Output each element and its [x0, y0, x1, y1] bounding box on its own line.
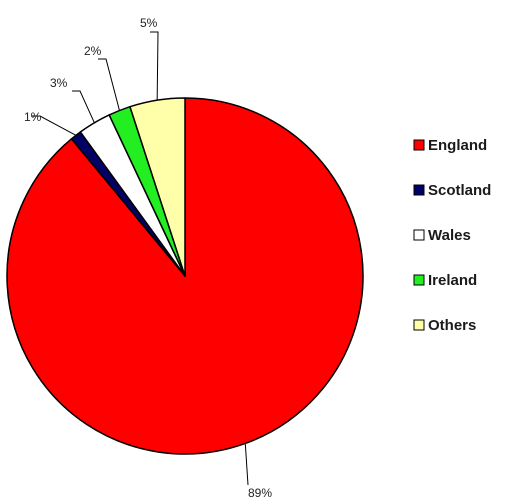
leader-line-scotland	[32, 115, 77, 136]
pie-slices	[6, 97, 364, 455]
legend: England Scotland Wales Ireland Others	[413, 137, 491, 334]
data-labels: 89% 1% 3% 2% 5%	[24, 16, 272, 500]
data-label-scotland: 1%	[24, 110, 42, 124]
legend-label-england: England	[428, 137, 487, 154]
legend-label-ireland: Ireland	[428, 272, 477, 289]
label-leaders	[32, 31, 249, 486]
pie-slice-england	[6, 97, 364, 455]
legend-swatch-wales	[413, 229, 425, 241]
legend-swatch-scotland	[413, 184, 425, 196]
legend-label-others: Others	[428, 317, 476, 334]
legend-label-scotland: Scotland	[428, 182, 491, 199]
data-label-ireland: 2%	[84, 44, 102, 58]
leader-line-others	[150, 31, 159, 101]
data-label-england: 89%	[248, 486, 272, 500]
legend-swatch-others	[413, 319, 425, 331]
leader-line-ireland	[98, 58, 120, 111]
legend-swatch-england	[413, 139, 425, 151]
leader-line-wales	[72, 90, 95, 123]
data-label-wales: 3%	[50, 76, 68, 90]
legend-label-wales: Wales	[428, 227, 471, 244]
data-label-others: 5%	[140, 16, 158, 30]
pie-slice-others	[129, 97, 186, 277]
legend-swatch-ireland	[413, 274, 425, 286]
leader-line-england	[244, 443, 249, 486]
